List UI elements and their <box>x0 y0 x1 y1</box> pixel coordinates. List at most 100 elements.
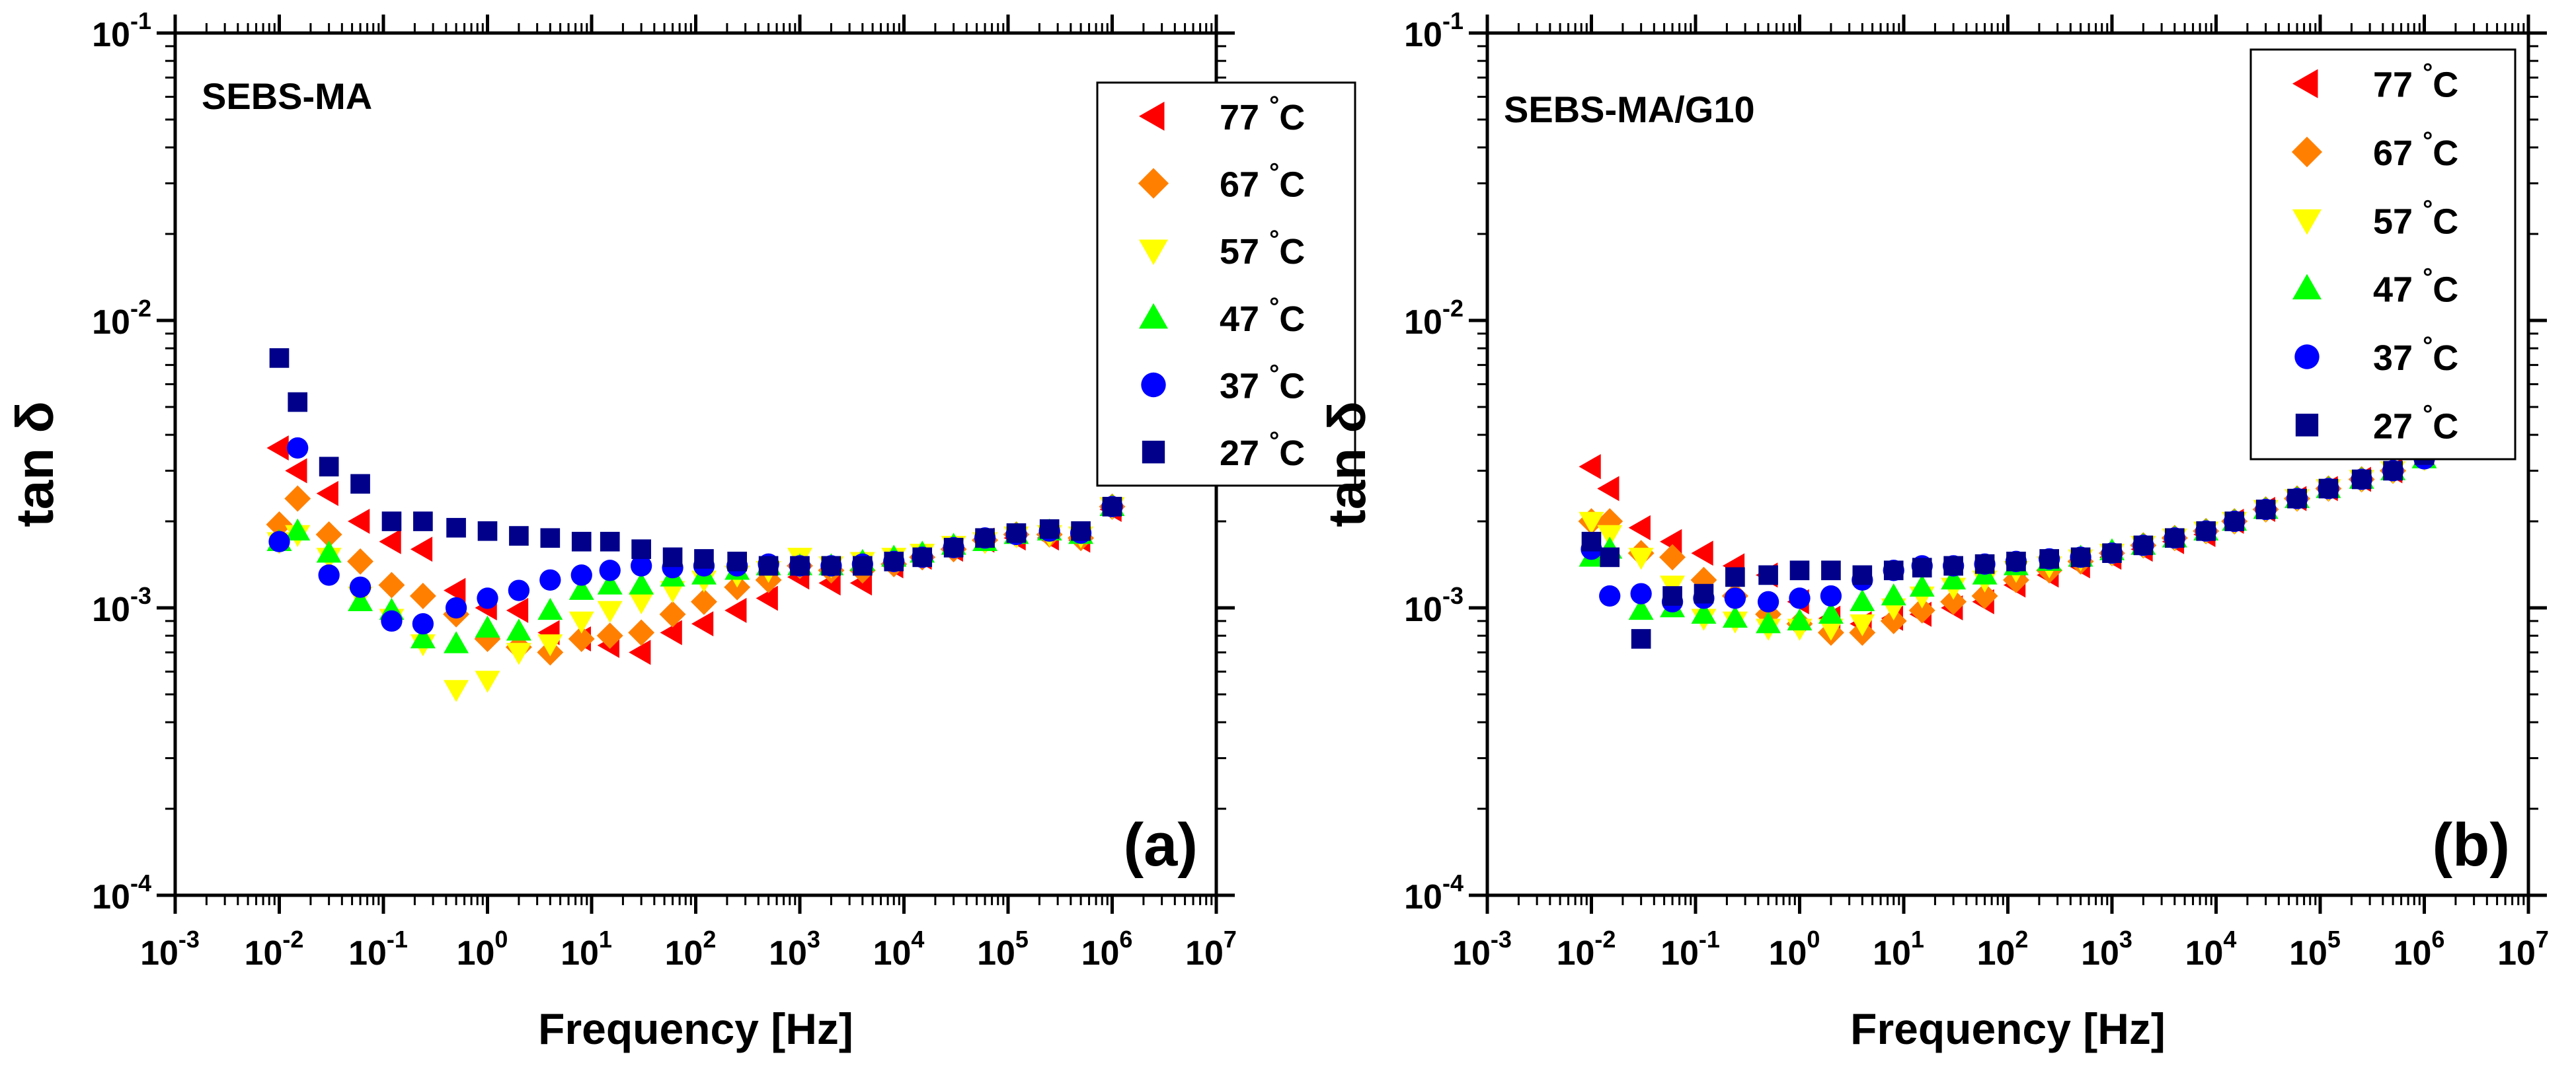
data-point <box>600 531 620 552</box>
data-point <box>1599 585 1621 607</box>
x-tick-label: 10-2 <box>1557 926 1616 973</box>
legend-box <box>2249 48 2517 461</box>
data-point <box>853 556 873 576</box>
x-tick-label: 10-3 <box>140 926 200 973</box>
data-point <box>316 540 342 563</box>
data-point <box>1659 544 1686 571</box>
data-point <box>1758 565 1778 585</box>
data-point <box>1850 614 1875 637</box>
x-tick-label: 104 <box>2185 926 2237 973</box>
x-tick-label: 107 <box>1185 926 1237 973</box>
chart-panel-a: 10-3 10-2 10-1 100 101 102 103 104 105 106 107 10-4… <box>5 7 1356 1053</box>
data-point <box>568 611 594 634</box>
x-tick-label: 103 <box>769 926 820 973</box>
legend-label: 37 °C <box>2373 332 2458 378</box>
y-tick-label: 10-3 <box>1404 582 1464 629</box>
data-point <box>1818 618 1844 641</box>
legend-marker <box>2291 136 2323 168</box>
data-point <box>1691 540 1713 566</box>
data-point <box>691 611 714 637</box>
data-point <box>1579 511 1604 535</box>
data-point <box>348 589 373 612</box>
data-point <box>1597 525 1623 547</box>
data-point <box>1581 531 1602 552</box>
legend-box <box>1096 81 1356 487</box>
data-point <box>1660 529 1682 554</box>
legend-marker <box>2292 69 2318 98</box>
y-tick-label: 10-1 <box>1404 7 1464 54</box>
data-point <box>316 480 338 506</box>
x-tick-label: 101 <box>1873 926 1924 973</box>
x-tick-label: 10-3 <box>1452 926 1512 973</box>
data-point <box>596 622 623 649</box>
panel-label: (b) <box>2433 811 2510 879</box>
data-point <box>1883 560 1904 581</box>
data-point <box>506 597 529 623</box>
data-point <box>660 581 685 603</box>
data-point <box>1789 560 1810 581</box>
data-point <box>381 511 402 531</box>
x-tick-label: 10-1 <box>348 926 408 973</box>
data-point <box>1725 567 1745 587</box>
data-point <box>724 597 747 623</box>
legend-label: 57 °C <box>2373 196 2458 241</box>
panel-label: (a) <box>1124 811 1198 879</box>
x-tick-label: 10-1 <box>1660 926 1720 973</box>
legend: 77 °C 67 °C 57 °C 47 °C 37 °C 27 °C <box>1096 81 1356 487</box>
data-point <box>1909 574 1935 597</box>
data-point <box>506 643 531 665</box>
data-point <box>348 509 370 535</box>
data-point <box>2133 535 2154 556</box>
legend-marker <box>1139 303 1168 329</box>
data-point <box>1039 519 1060 539</box>
data-point <box>1662 586 1682 606</box>
legend-label: 67 °C <box>1220 159 1305 205</box>
data-point <box>2165 528 2185 548</box>
data-point <box>318 564 340 586</box>
data-point <box>1943 556 1963 576</box>
legend-marker <box>1141 372 1166 398</box>
data-point <box>821 556 841 576</box>
data-point <box>475 671 500 693</box>
legend-marker <box>2292 274 2322 300</box>
data-point <box>2039 549 2059 569</box>
data-point <box>597 601 623 623</box>
legend-label: 77 °C <box>2373 59 2458 105</box>
data-point <box>349 576 371 598</box>
data-point <box>629 572 654 595</box>
data-point <box>1694 583 1714 604</box>
data-point <box>756 585 778 611</box>
data-point <box>379 529 401 554</box>
data-point <box>506 618 531 641</box>
data-point <box>629 640 651 665</box>
legend-label: 27 °C <box>1220 427 1305 473</box>
data-point <box>477 521 498 541</box>
data-point <box>660 620 682 646</box>
y-tick-label: 10-4 <box>1404 870 1464 916</box>
data-point <box>1971 583 1998 609</box>
data-point <box>1789 587 1811 609</box>
data-point <box>1102 496 1122 517</box>
data-point <box>758 556 779 576</box>
x-tick-label: 105 <box>2289 926 2341 973</box>
data-point <box>1941 567 1967 590</box>
data-point <box>319 457 339 477</box>
data-point <box>1818 601 1844 624</box>
legend-label: 47 °C <box>2373 264 2458 310</box>
data-point <box>2224 511 2245 531</box>
data-point <box>285 458 307 484</box>
data-point <box>509 526 529 546</box>
data-point <box>1597 476 1620 501</box>
data-point <box>912 547 933 568</box>
legend-marker <box>1138 168 1169 199</box>
data-point <box>1600 547 1620 568</box>
data-points <box>266 348 1126 702</box>
data-point <box>1974 554 1995 574</box>
data-point <box>269 348 290 368</box>
data-point <box>347 548 374 575</box>
data-point <box>727 551 747 572</box>
data-point <box>597 572 623 595</box>
data-point <box>1579 454 1601 480</box>
data-point <box>1820 585 1842 607</box>
